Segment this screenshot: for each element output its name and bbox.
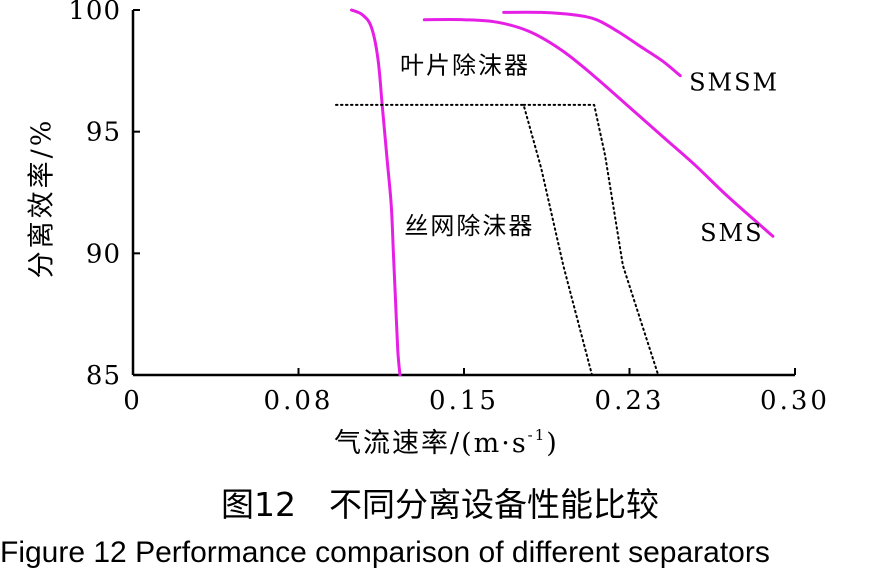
- x-axis-title: 气流速率/(m·s-1): [334, 426, 559, 459]
- series-label-3: 丝网除沫器: [404, 212, 534, 240]
- x-tick-label-3: 0.23: [595, 386, 665, 416]
- y-tick-label-2: 95: [86, 118, 121, 148]
- series-label-2: SMS: [700, 219, 763, 247]
- series-line-3: [335, 103, 593, 376]
- x-tick-label-4: 0.30: [760, 386, 830, 416]
- series-label-0: 叶片除沫器: [400, 51, 530, 79]
- x-axis-title-exponent: -1: [528, 426, 547, 444]
- series-line-4: [522, 103, 660, 376]
- series-line-2: [422, 18, 775, 238]
- figure-caption-english: Figure 12 Performance comparison of diff…: [0, 536, 770, 569]
- y-tick-label-0: 85: [86, 361, 121, 391]
- x-axis-title-main: 气流速率/(m·s: [334, 428, 528, 459]
- axes: 0 0.08 0.15 0.23 0.30 85 90 95 100: [68, 0, 830, 416]
- series-line-0: [350, 8, 402, 377]
- y-tick-label-3: 100: [68, 0, 121, 26]
- series-label-1: SMSM: [689, 68, 779, 96]
- series-layer: [335, 8, 775, 377]
- y-tick-label-1: 90: [86, 239, 121, 269]
- chart: 0 0.08 0.15 0.23 0.30 85 90 95 100 叶片除沫器 SMSM SMS 丝…: [27, 0, 830, 459]
- y-axis-title: 分离效率/%: [27, 118, 58, 279]
- x-tick-label-2: 0.15: [429, 386, 499, 416]
- labels-layer: 叶片除沫器 SMSM SMS 丝网除沫器: [400, 51, 779, 247]
- series-line-1: [502, 10, 682, 78]
- figure-caption-chinese: 图12 不同分离设备性能比较: [221, 485, 659, 524]
- x-axis-title-close: ): [546, 428, 559, 459]
- x-tick-label-1: 0.08: [264, 386, 334, 416]
- x-tick-label-0: 0: [123, 386, 143, 416]
